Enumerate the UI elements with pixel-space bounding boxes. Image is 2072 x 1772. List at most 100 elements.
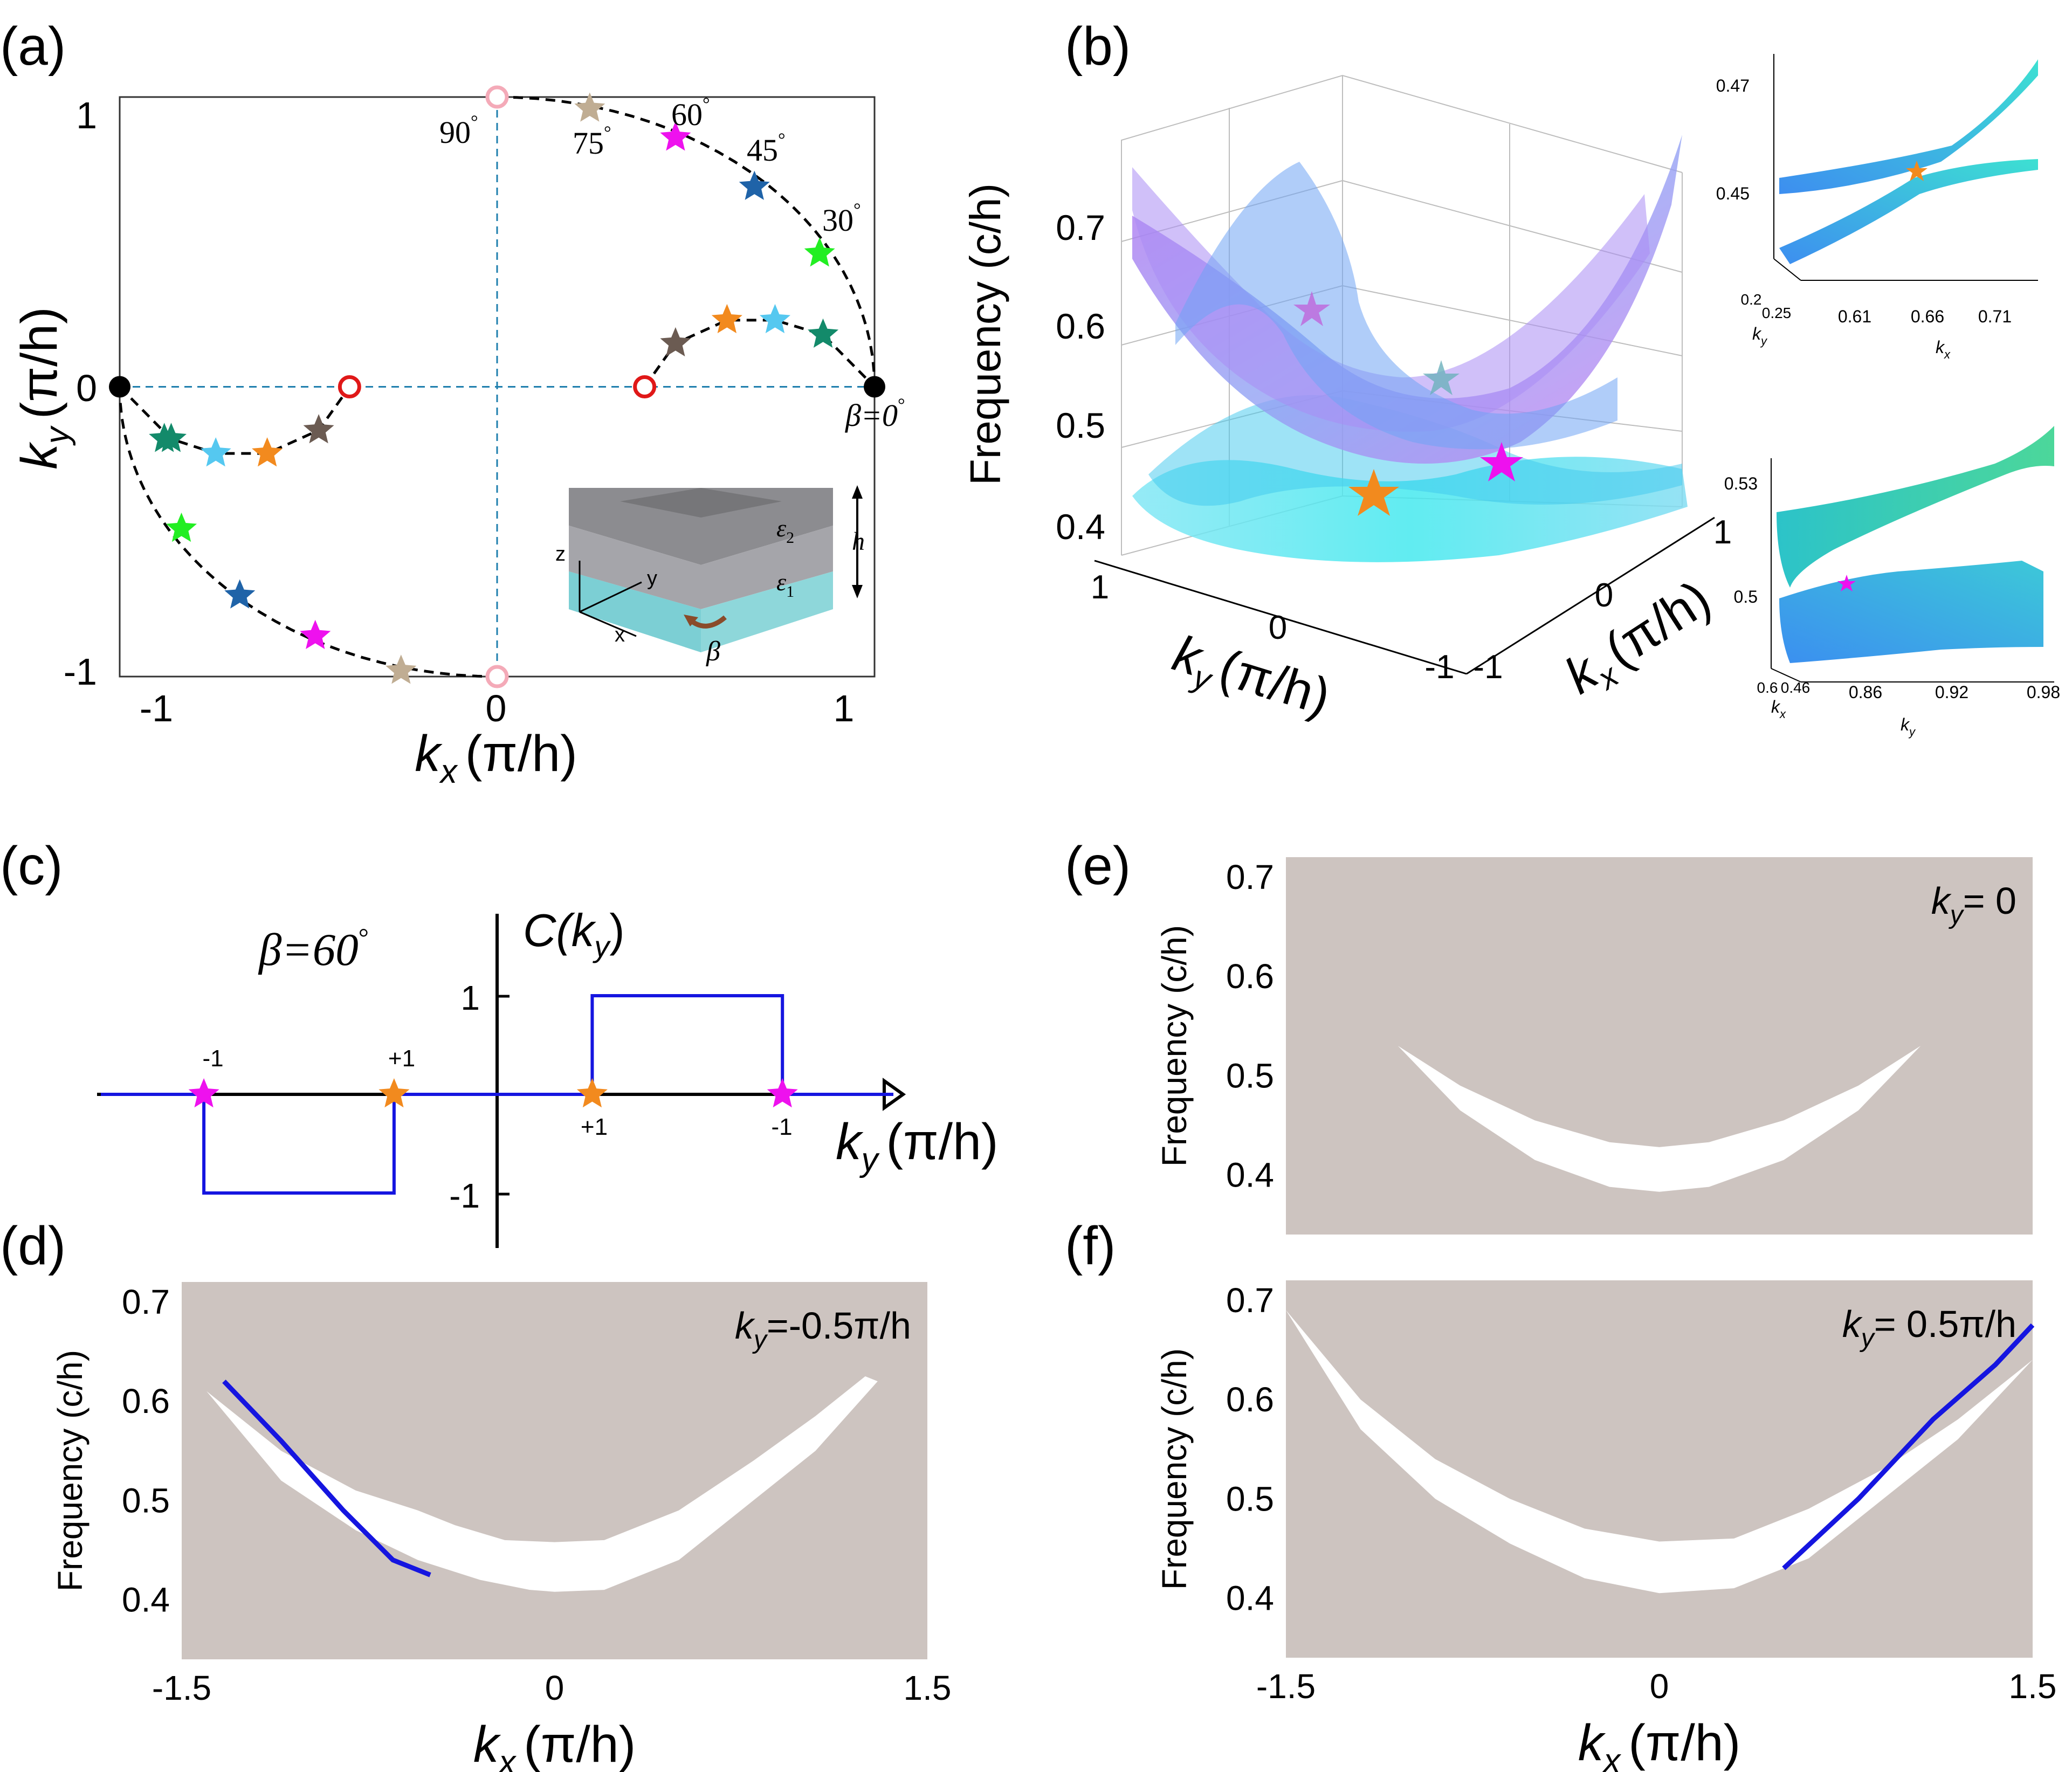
e-ytick-2: 0.5 xyxy=(1226,1056,1274,1095)
inset2-ky-tick-086: 0.86 xyxy=(1849,682,1882,702)
d-edge-state xyxy=(222,1380,431,1577)
inset2-upper-sheet xyxy=(1777,426,2054,588)
slab-top-square xyxy=(620,488,782,518)
c-beta-label: β=60° xyxy=(258,923,369,975)
a-open-circle-1 xyxy=(485,665,509,688)
inset2-lower-sheet xyxy=(1779,561,2043,663)
a-ytick-0: 0 xyxy=(76,367,97,409)
c-step-line xyxy=(101,994,893,1195)
d-ytick-0: 0.7 xyxy=(122,1283,170,1321)
panel-label-b: (b) xyxy=(1065,16,1131,77)
slab-beta: β xyxy=(706,636,720,667)
inset1-ztick-045: 0.45 xyxy=(1716,184,1750,203)
f-band-gap xyxy=(1286,1310,2033,1594)
panel-c: 1 -1 C(ky) ky (π/h) β=60° -1 +1 +1 -1 xyxy=(97,905,999,1248)
slab-axis-y-label: y xyxy=(647,567,657,590)
b-zlabel: Frequency (c/h) xyxy=(961,183,1009,485)
a-star-inner-arc-left-stars-3 xyxy=(303,414,334,444)
inset1-kx-tick-071: 0.71 xyxy=(1978,307,2012,326)
b-ky-tick-1: 1 xyxy=(1091,569,1109,606)
panel-label-f: (f) xyxy=(1065,1216,1116,1276)
e-ytick-3: 0.4 xyxy=(1226,1155,1274,1194)
e-band-gap xyxy=(1398,1046,1921,1192)
a-star-inner-arc-right-stars-0 xyxy=(660,327,691,357)
b-kx-tick-neg1: -1 xyxy=(1473,649,1503,686)
b-ztick-06: 0.6 xyxy=(1056,306,1105,346)
c-charge-pos1-left: +1 xyxy=(388,1045,415,1072)
e-ytick-0: 0.7 xyxy=(1226,858,1274,897)
slab-eps2: ε2 xyxy=(776,514,794,547)
a-star-inner-arc-right-stars-1 xyxy=(711,304,742,334)
b-kx-label: kx(π/h) xyxy=(1555,570,1724,711)
a-star-outer-circle-upper-stars-1 xyxy=(660,121,691,151)
inset2-ztick-053: 0.53 xyxy=(1724,474,1758,493)
inset2-kx-tick-046: 0.46 xyxy=(1781,679,1811,696)
a-open-circle-3 xyxy=(633,375,657,398)
f-edge-state xyxy=(1782,1323,2035,1570)
c-xlabel: ky (π/h) xyxy=(836,1113,999,1178)
a-inset-slab: h ε2 ε1 z y x β xyxy=(555,485,865,667)
a-open-circle-2 xyxy=(338,375,361,398)
e-annotation: ky= 0 xyxy=(1931,880,2016,929)
a-angle-45: 45° xyxy=(747,130,786,168)
f-xtick-1: 0 xyxy=(1650,1667,1669,1706)
f-xtick-0: -1.5 xyxy=(1256,1667,1316,1706)
f-xlabel: kx (π/h) xyxy=(1578,1714,1741,1772)
inset2-ky-tick-092: 0.92 xyxy=(1935,682,1968,702)
slab-h: h xyxy=(852,527,865,556)
slab-eps2-side xyxy=(569,526,833,609)
b-kx-tick-1: 1 xyxy=(1713,514,1732,551)
c-ytick-label-neg1: -1 xyxy=(449,1176,480,1215)
a-filled-dot-0 xyxy=(109,376,130,398)
b-ztick-07: 0.7 xyxy=(1056,208,1105,247)
panel-label-d: (d) xyxy=(0,1216,66,1276)
b-surface-upper-2 xyxy=(1132,167,1650,432)
inset2-kx-label: kx xyxy=(1771,697,1786,721)
a-xtick-1: 1 xyxy=(834,687,855,729)
a-xtick-neg1: -1 xyxy=(140,687,173,729)
f-ylabel: Frequency (c/h) xyxy=(1155,1348,1194,1590)
c-marker-star-0 xyxy=(188,1078,219,1108)
c-charge-pos1-right: +1 xyxy=(581,1114,608,1140)
panel-a-points xyxy=(109,85,885,688)
b-star-teal xyxy=(1423,360,1460,395)
b-ky-tick-neg1: -1 xyxy=(1424,649,1454,686)
f-ytick-2: 0.5 xyxy=(1226,1479,1274,1518)
f-ytick-0: 0.7 xyxy=(1226,1281,1274,1320)
d-annotation: ky=-0.5π/h xyxy=(735,1305,911,1354)
c-ytick-label-1: 1 xyxy=(460,978,480,1017)
b-star-orange xyxy=(1348,469,1399,516)
a-angle-0: β=0° xyxy=(845,395,905,433)
panel-label-a: (a) xyxy=(0,16,66,77)
c-ylabel: C(ky) xyxy=(523,905,625,963)
a-angle-90: 90° xyxy=(439,112,478,150)
e-ytick-1: 0.6 xyxy=(1226,957,1274,996)
inset1-upper-sheet xyxy=(1779,59,2038,194)
a-star-inner-arc-right-stars-3 xyxy=(808,318,839,348)
inset1-kx-tick-061: 0.61 xyxy=(1838,307,1871,326)
d-ylabel: Frequency (c/h) xyxy=(51,1350,90,1591)
panel-label-e: (e) xyxy=(1065,836,1131,896)
slab-eps1-front xyxy=(569,571,701,652)
panel-b: Frequency (c/h) 0.7 0.6 0.5 0.4 1 0 -1 -… xyxy=(961,54,2060,739)
f-ytick-1: 0.6 xyxy=(1226,1380,1274,1419)
slab-axis-z-label: z xyxy=(555,543,566,566)
a-open-circle-0 xyxy=(485,85,509,109)
slab-eps1: ε1 xyxy=(776,568,794,601)
slab-axis-y xyxy=(579,581,642,613)
inset2-ky-tick-098: 0.98 xyxy=(2027,682,2060,702)
a-xtick-0: 0 xyxy=(486,687,507,729)
inset1-ztick-047: 0.47 xyxy=(1716,76,1750,95)
d-xtick-0: -1.5 xyxy=(152,1668,211,1707)
a-angle-30: 30° xyxy=(822,200,861,238)
inset1-lower-sheet xyxy=(1779,159,2038,264)
f-xtick-2: 1.5 xyxy=(2009,1667,2057,1706)
d-xtick-2: 1.5 xyxy=(904,1668,952,1707)
a-angle-60: 60° xyxy=(671,94,710,132)
a-star-outer-circle-lower-stars-1 xyxy=(166,512,197,542)
slab-axis-x xyxy=(579,611,637,637)
a-star-outer-circle-upper-stars-2 xyxy=(739,170,770,200)
a-star-inner-arc-left-stars-2 xyxy=(252,437,283,467)
b-inset-1: 0.47 0.45 0.2 0.25 0.61 0.66 0.71 ky kx xyxy=(1716,54,2038,361)
a-ytick-1: 1 xyxy=(76,94,97,136)
